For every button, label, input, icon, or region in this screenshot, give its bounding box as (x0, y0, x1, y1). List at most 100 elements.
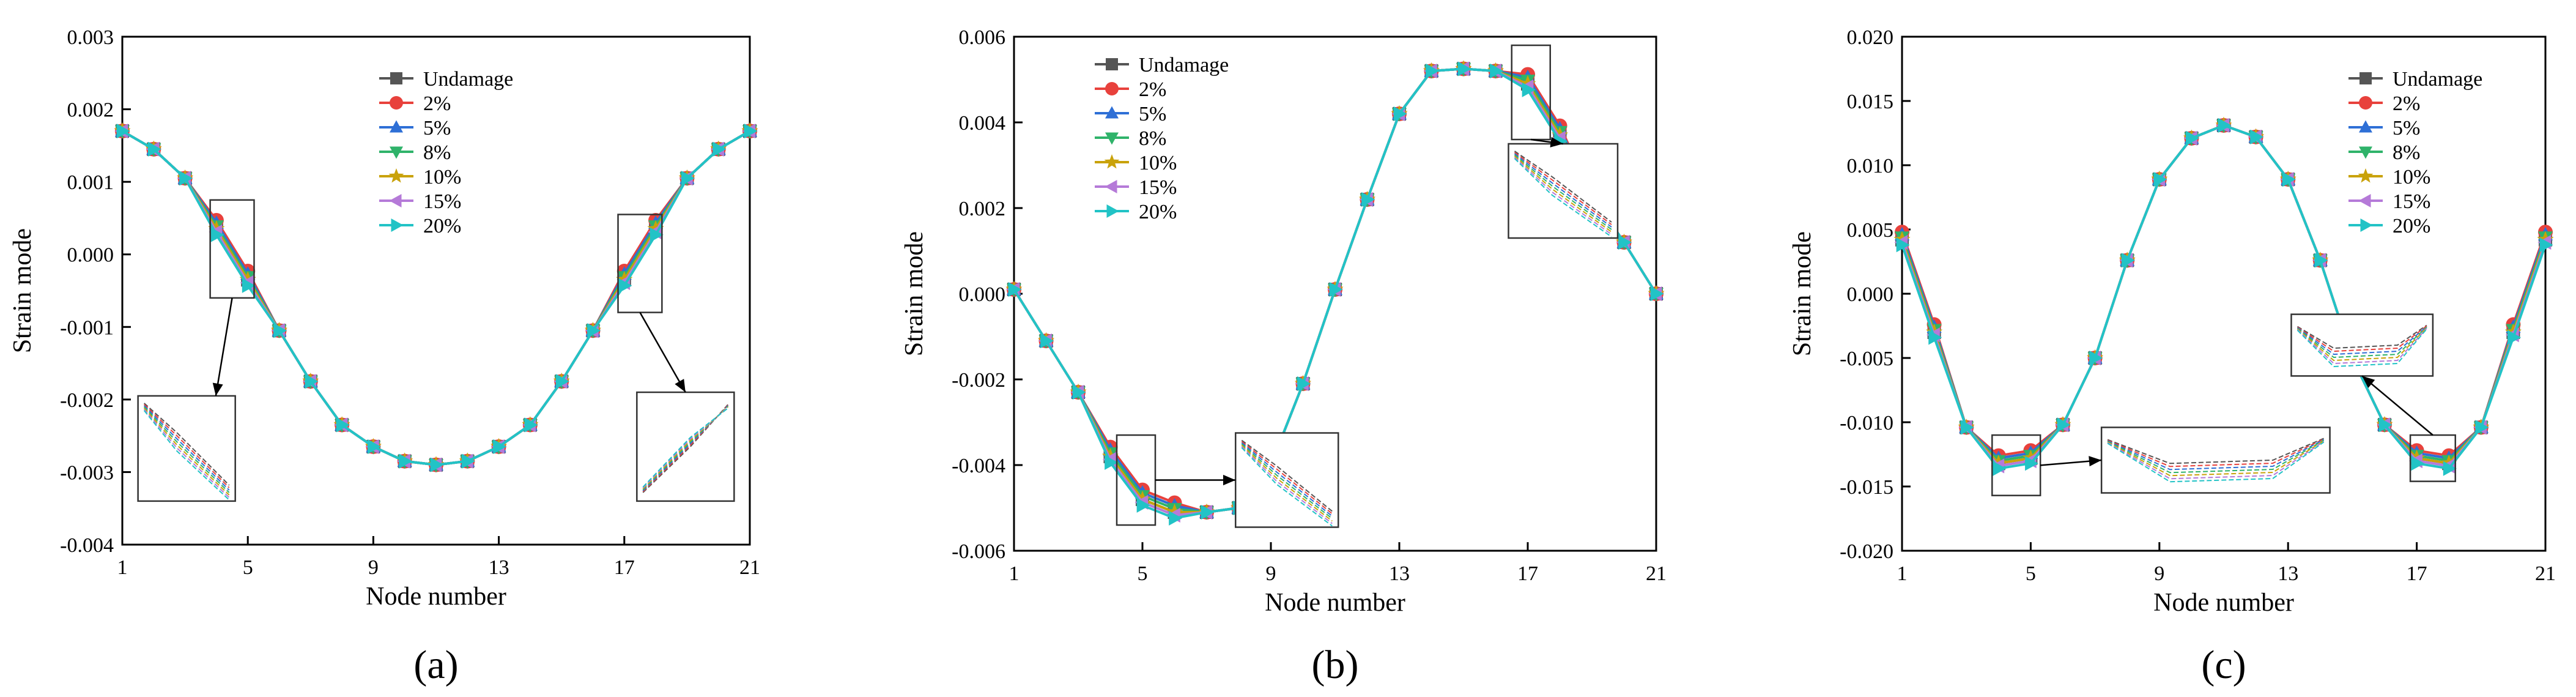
data-point (587, 323, 601, 338)
data-point (399, 453, 413, 469)
legend-marker (2360, 218, 2373, 232)
legend-label: 5% (1139, 103, 1166, 125)
zoom-line-10% (1241, 444, 1333, 522)
y-tick-label: -0.006 (952, 540, 1005, 563)
data-point (1040, 333, 1054, 349)
data-point (336, 417, 350, 433)
y-tick-label: 0.003 (67, 26, 114, 49)
series-10% (1893, 116, 2554, 471)
data-point (368, 439, 382, 455)
zoom-callout (1991, 427, 2331, 496)
zoom-line-Undamage (1241, 439, 1333, 512)
data-point (1522, 82, 1536, 97)
zoom-line-10% (2297, 327, 2427, 362)
legend-label: Undamage (2393, 68, 2482, 91)
zoom-arrowhead (675, 379, 686, 392)
zoom-box (209, 199, 255, 299)
legend-label: 15% (2393, 190, 2430, 213)
x-tick-label: 13 (2278, 562, 2298, 585)
data-point (1650, 286, 1664, 302)
legend-marker (389, 194, 402, 207)
zoom-line-8% (143, 406, 230, 493)
zoom-line-10% (642, 406, 728, 490)
y-tick-label: 0.006 (959, 26, 1006, 49)
legend-label: 8% (1139, 127, 1166, 150)
zoom-callout (2290, 313, 2456, 482)
zoom-inset (1235, 432, 1339, 528)
zoom-arrowhead (1550, 136, 1563, 147)
zoom-box (617, 214, 663, 313)
zoom-arrowhead (212, 382, 223, 396)
y-tick-label: -0.003 (60, 461, 114, 484)
zoom-arrow (639, 311, 686, 393)
chart-panel-b: 1 5 9 13 17 21 -0.006 -0.004 -0.002 0.000 0.002 0.0… (900, 26, 1667, 687)
y-axis-title: Strain mode (1788, 231, 1816, 356)
zoom-line-20% (642, 408, 728, 488)
data-point (2539, 237, 2553, 253)
series-Undamage (1895, 118, 2552, 471)
data-point (461, 453, 475, 469)
legend-label: Undamage (1139, 54, 1229, 76)
legend-marker (1106, 204, 1119, 218)
legend-label: Undamage (423, 68, 513, 91)
zoom-callout (1508, 44, 1619, 239)
zoom-line-20% (143, 410, 230, 501)
series-2% (1895, 117, 2553, 463)
x-tick-label: 9 (2154, 562, 2164, 585)
data-point (1361, 192, 1375, 207)
legend-label: 10% (2393, 166, 2430, 188)
y-tick-label: 0.001 (67, 171, 114, 194)
y-tick-label: 0.002 (67, 99, 114, 122)
zoom-line-20% (1241, 447, 1333, 527)
x-axis-title: Node number (366, 583, 506, 611)
data-point (1618, 234, 1632, 250)
legend-marker (2358, 168, 2374, 183)
legend-label: 8% (423, 141, 451, 164)
data-point (147, 141, 161, 157)
legend-label: 2% (423, 92, 451, 115)
y-axis-title: Strain mode (9, 228, 37, 353)
legend-marker (2359, 146, 2372, 159)
data-point (1393, 106, 1407, 122)
y-tick-label: -0.004 (60, 534, 114, 557)
y-tick-label: -0.005 (1840, 348, 1893, 370)
panel-label: (c) (2201, 643, 2246, 687)
x-tick-label: 21 (1646, 562, 1667, 585)
zoom-line-8% (2107, 439, 2325, 474)
y-tick-label: 0.002 (959, 198, 1006, 220)
y-tick-label: -0.010 (1840, 412, 1893, 434)
x-tick-label: 1 (1009, 562, 1020, 585)
data-point (2057, 417, 2071, 433)
series-20% (116, 124, 758, 472)
zoom-line-20% (2107, 441, 2325, 483)
legend-marker (2359, 72, 2372, 84)
series-5% (1894, 117, 2553, 464)
zoom-line-15% (1514, 157, 1612, 235)
legend-label: 8% (2393, 141, 2420, 164)
data-point (524, 417, 538, 433)
y-tick-label: 0.020 (1847, 26, 1894, 49)
zoom-line-5% (2297, 326, 2427, 356)
y-tick-label: -0.004 (952, 455, 1005, 477)
y-axis-title: Strain mode (900, 231, 928, 356)
data-point (2250, 129, 2264, 144)
data-point (493, 439, 507, 455)
data-point (179, 171, 193, 186)
series-line (1901, 124, 2547, 470)
zoom-line-2% (144, 404, 230, 488)
zoom-line-15% (2107, 441, 2325, 480)
zoom-line-Undamage (144, 403, 230, 486)
legend-marker (2359, 96, 2372, 110)
legend-marker (388, 168, 404, 183)
zoom-line-2% (2107, 438, 2325, 468)
x-tick-label: 13 (489, 556, 509, 579)
data-point (2186, 130, 2200, 146)
x-tick-label: 17 (2407, 562, 2427, 585)
data-point (116, 124, 130, 139)
zoom-line-5% (2107, 439, 2325, 471)
data-point (242, 278, 256, 293)
zoom-callout (617, 214, 735, 502)
zoom-line-2% (1514, 152, 1612, 225)
